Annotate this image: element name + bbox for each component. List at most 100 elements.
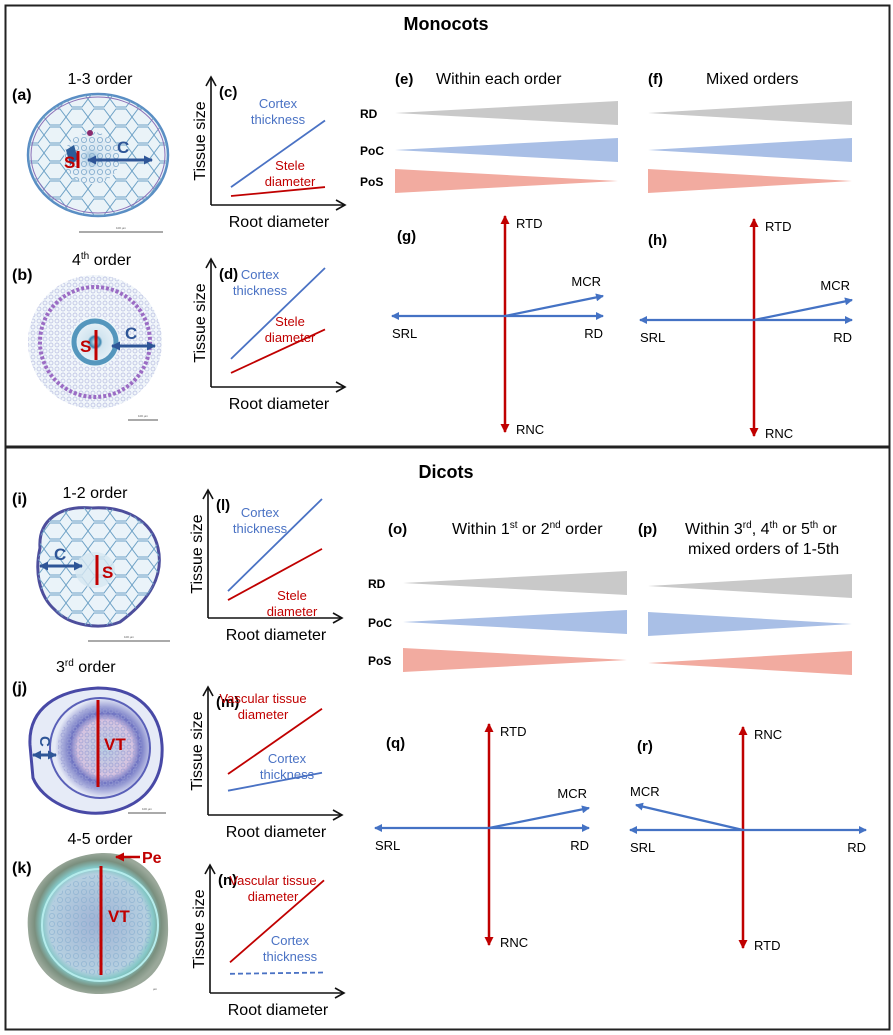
axis-panel-g: (g) RTD RNC SRL RD MCR [391,215,604,437]
panel-label: (m) [216,694,239,711]
scale-bar-label: 100 µm [138,414,149,418]
series-label: Vascular tissue [219,691,306,706]
order-label-k: 4-5 order [68,831,134,848]
arrow-diagonal [753,297,853,322]
series-label: Stele [277,588,307,603]
plot-d: (d) Tissue size Root diameter Cortexthickne… [192,257,347,413]
series-line-cortex-thickness [227,771,323,792]
stele-marker-s: S [80,337,91,356]
stele-marker-s: S [64,153,75,172]
axis-label-up: RTD [500,724,526,739]
superscript: st [510,520,518,531]
plot-n: (n) Tissue size Root diameter Vascular tiss… [191,863,346,1019]
series-label: diameter [265,174,316,189]
stele-marker-s: S [102,563,113,582]
series-line-stele-diameter [230,328,326,374]
vascular-tissue-marker-vt: VT [104,735,126,754]
title-text: or 5 [778,521,810,538]
series-line-cortex-thickness [227,498,323,592]
axis-label-down: RNC [516,422,544,437]
axis-label-diagonal: MCR [630,784,660,799]
section-title-dicots: Dicots [418,462,473,482]
order-label-j: 3rd order [56,658,116,676]
panel-label: (e) [395,71,413,88]
axis-panel-r: (r) RNC RTD SRL RD MCR [629,726,867,953]
panel-title: Within each order [436,71,562,88]
wedge-panel-e: (e) Within each order RD PoC PoS [360,71,618,193]
order-label-b: 4th order [72,251,132,269]
root-cross-section-image-k [27,852,169,995]
root-cross-section-image-i [36,506,161,628]
y-axis-label: Tissue size [192,101,209,181]
title-text: , 4 [752,521,770,538]
x-axis-label: Root diameter [229,396,330,413]
panel-label-j: (j) [12,680,27,697]
root-cross-section-image-a [26,92,170,218]
root-cross-section-image-j [28,686,164,815]
scale-bar-label: 100 µm [124,635,135,639]
panel-label: (d) [219,266,238,283]
scale-bar-label: 100 µm [116,226,127,230]
axis-label-diagonal: MCR [557,786,587,801]
micrograph-j: (j) 3rd order VT C 100 µm [12,658,166,815]
panel-label: (f) [648,71,663,88]
series-label: Vascular tissue [229,873,316,888]
panel-label-i: (i) [12,491,27,508]
superscript: rd [743,520,752,531]
panel-title: Within 3rd, 4th or 5th or [685,520,838,538]
x-axis-label: Root diameter [228,1002,329,1019]
panel-label: (h) [648,232,667,249]
axis-label-right: RD [847,840,866,855]
superscript: nd [550,520,561,531]
panel-label-a: (a) [12,87,32,104]
series-line-vascular-tissue-diameter [229,879,325,963]
panel-label: (r) [637,738,653,755]
row-label-poc: PoC [360,144,384,158]
axis-label-left: SRL [392,326,417,341]
panel-title-line2: mixed orders of 1-5th [688,541,839,558]
order-label-i: 1-2 order [63,485,129,502]
axis-label-right: RD [584,326,603,341]
series-label: thickness [251,112,306,127]
micrograph-k: (k) 4-5 order VT Pe µm [12,831,169,995]
dicots-frame [4,446,891,1031]
axis-label-right: RD [570,838,589,853]
axis-label-up: RNC [754,727,782,742]
panel-label: (g) [397,228,416,245]
series-label: thickness [260,767,315,782]
plot-c: (c) Tissue size Root diameter Cortexthickne… [192,75,347,231]
cortex-marker-c: C [36,736,53,747]
series-label: Stele [275,158,305,173]
axis-label-up: RTD [765,219,791,234]
panel-label: (l) [216,497,230,514]
y-axis-label: Tissue size [189,514,206,594]
title-text: or 2 [518,521,550,538]
panel-label: (p) [638,521,657,538]
series-label: Stele [275,314,305,329]
series-label: Cortex [259,96,298,111]
series-line-vascular-tissue-diameter [227,708,323,775]
series-label: thickness [233,283,288,298]
scale-bar-label: 100 µm [142,807,153,811]
series-label: thickness [263,949,318,964]
cortex-marker-c: C [125,324,137,343]
x-axis-label: Root diameter [229,214,330,231]
y-axis-label: Tissue size [192,283,209,363]
axis-label-up: RTD [516,216,542,231]
cortex-marker-c: C [117,138,129,157]
wedge-pos [648,651,852,675]
wedge-poc [648,612,852,636]
arrow-diagonal [488,805,590,830]
wedge-rd [648,574,852,598]
wedge-pos [648,169,852,193]
axis-label-left: SRL [630,840,655,855]
x-axis-label: Root diameter [226,627,327,644]
cortex-marker-c: C [54,545,66,564]
panel-label: (o) [388,521,407,538]
wedge-panel-o: (o) Within 1st or 2nd order RD PoC PoS [368,520,627,672]
row-label-pos: PoS [360,175,383,189]
scale-bar-label: µm [153,987,158,991]
series-label: diameter [265,330,316,345]
axis-label-down: RNC [765,426,793,441]
